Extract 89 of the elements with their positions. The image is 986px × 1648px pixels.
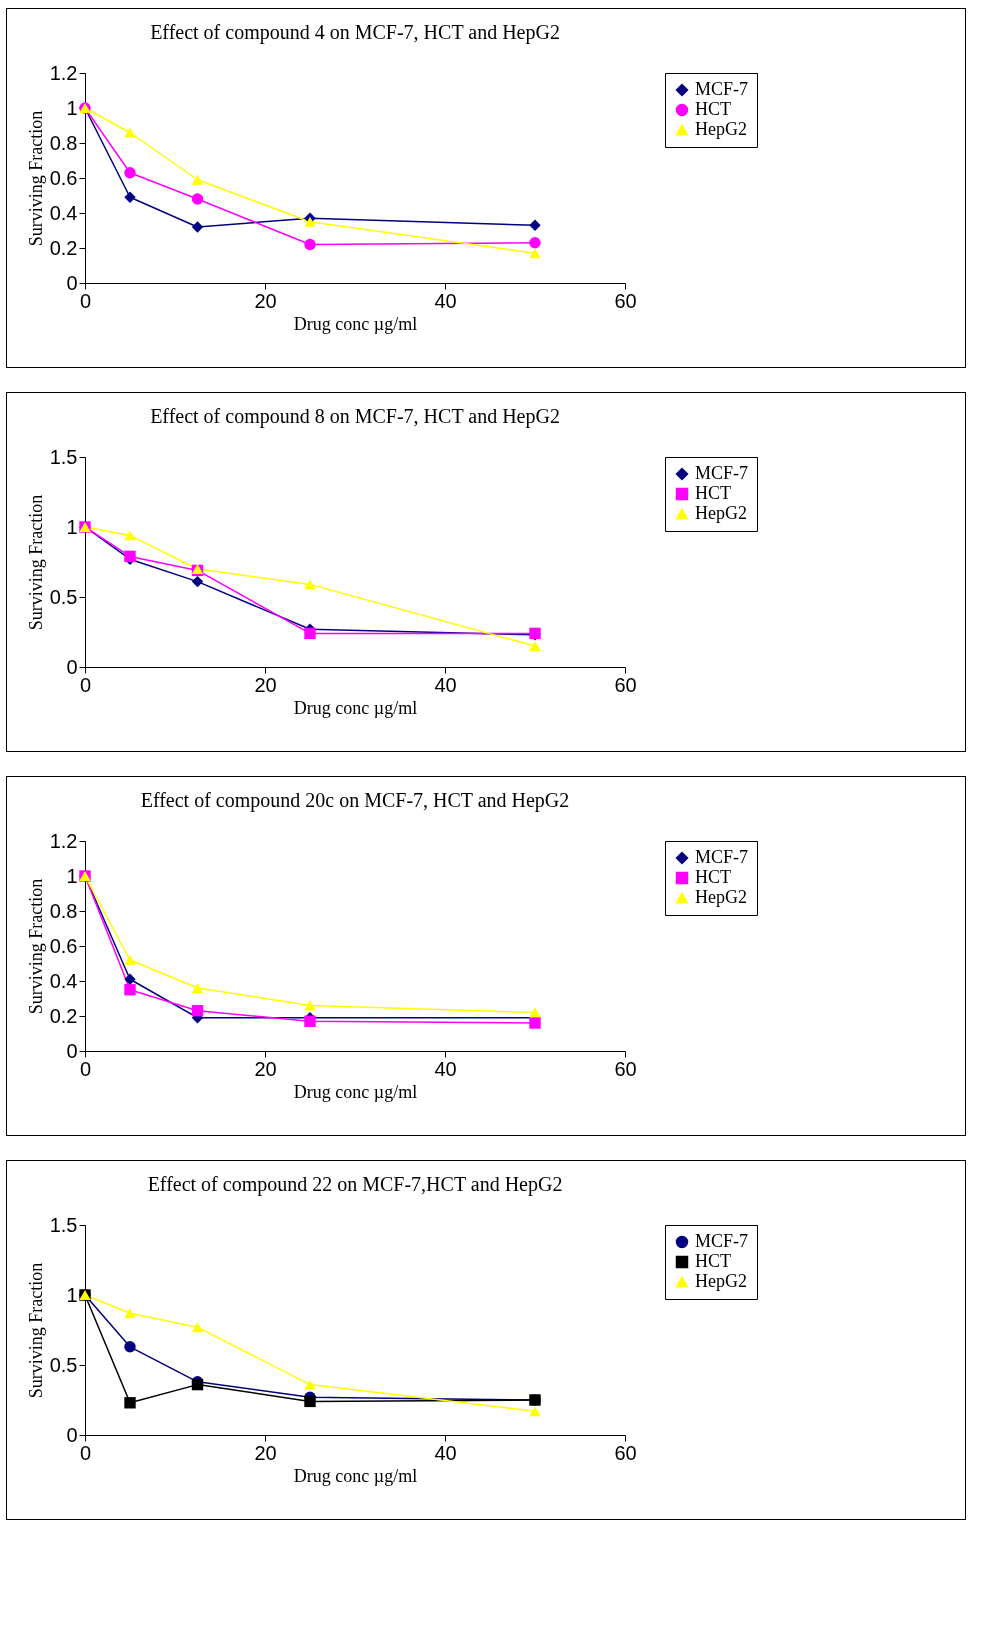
- y-tick-label: 0.8: [49, 899, 78, 922]
- legend-label: MCF-7: [695, 463, 749, 483]
- legend-label: MCF-7: [695, 79, 749, 99]
- y-tick-label: 1: [66, 864, 78, 887]
- legend-label: MCF-7: [695, 1231, 749, 1251]
- legend-label: HCT: [695, 483, 731, 503]
- point: [304, 216, 316, 227]
- point: [304, 1379, 316, 1390]
- legend-label: MCF-7: [695, 847, 749, 867]
- x-tick-label: 20: [254, 673, 277, 696]
- point: [529, 1406, 541, 1417]
- x-tick-label: 60: [614, 289, 637, 312]
- y-tick-label: 1.2: [49, 829, 78, 852]
- y-tick-label: 0.2: [49, 1004, 78, 1027]
- point: [191, 1322, 204, 1333]
- legend-label: HCT: [695, 1251, 731, 1271]
- y-tick-label: 0.6: [49, 934, 78, 957]
- y-tick-label: 1.5: [49, 445, 78, 468]
- point: [191, 193, 204, 205]
- chart-title: Effect of compound 22 on MCF-7,HCT and HepG2: [147, 1173, 563, 1196]
- point: [529, 1007, 541, 1018]
- x-axis-title: Drug conc µg/ml: [293, 1465, 418, 1486]
- y-tick-label: 0.4: [49, 969, 78, 992]
- legend-label: HepG2: [695, 503, 747, 523]
- y-axis-title: Surviving Fraction: [25, 1262, 46, 1399]
- y-tick-label: 1.5: [49, 1213, 78, 1236]
- x-tick-label: 40: [434, 673, 457, 696]
- point: [124, 1308, 136, 1319]
- point: [124, 127, 136, 138]
- point: [304, 579, 316, 590]
- y-tick-label: 1.2: [49, 61, 78, 84]
- y-tick-label: 1: [66, 515, 78, 538]
- chart-title: Effect of compound 8 on MCF-7, HCT and HepG2: [150, 405, 560, 428]
- x-axis-title: Drug conc µg/ml: [293, 313, 418, 334]
- point: [124, 530, 136, 541]
- point: [191, 1005, 204, 1017]
- y-tick-label: 0.4: [49, 201, 78, 224]
- x-tick-label: 20: [254, 1441, 277, 1464]
- point: [529, 248, 541, 259]
- y-axis-title: Surviving Fraction: [25, 494, 46, 631]
- point: [529, 237, 541, 249]
- point: [124, 984, 136, 996]
- y-tick-label: 1: [66, 1283, 78, 1306]
- y-tick-label: 0.5: [49, 1353, 78, 1376]
- x-tick-label: 20: [254, 289, 277, 312]
- y-tick-label: 0: [66, 655, 78, 678]
- point: [124, 167, 136, 179]
- point: [124, 191, 136, 203]
- y-axis-title: Surviving Fraction: [25, 878, 46, 1015]
- point: [529, 219, 541, 231]
- point: [124, 1341, 136, 1353]
- legend-label: HCT: [695, 867, 731, 887]
- x-axis-title: Drug conc µg/ml: [293, 1081, 418, 1102]
- x-tick-label: 60: [614, 1057, 637, 1080]
- y-tick-label: 1: [66, 96, 78, 119]
- y-tick-label: 0.8: [49, 131, 78, 154]
- y-tick-label: 0.5: [49, 585, 78, 608]
- point: [304, 1395, 316, 1408]
- point: [304, 238, 316, 251]
- point: [191, 221, 204, 233]
- point: [191, 983, 204, 993]
- point: [304, 1000, 316, 1011]
- legend-label: HepG2: [695, 1271, 747, 1291]
- point: [124, 973, 136, 985]
- point: [529, 1017, 541, 1029]
- x-tick-label: 40: [434, 1441, 457, 1464]
- y-tick-label: 0: [66, 1039, 78, 1062]
- x-tick-label: 60: [614, 673, 637, 696]
- x-tick-label: 60: [614, 1441, 637, 1464]
- x-axis-title: Drug conc µg/ml: [293, 697, 418, 718]
- point: [124, 955, 136, 965]
- point: [191, 174, 204, 185]
- chart-title: Effect of compound 4 on MCF-7, HCT and HepG2: [150, 21, 560, 44]
- legend-label: HepG2: [695, 887, 747, 907]
- x-tick-label: 20: [254, 1057, 277, 1080]
- legend-label: HepG2: [695, 119, 747, 139]
- y-tick-label: 0: [66, 1423, 78, 1446]
- x-tick-label: 40: [434, 1057, 457, 1080]
- point: [529, 641, 541, 651]
- point: [124, 1397, 136, 1409]
- point: [304, 627, 316, 640]
- y-tick-label: 0.6: [49, 166, 78, 189]
- chart-title: Effect of compound 20c on MCF-7, HCT and HepG2: [140, 789, 570, 812]
- legend-label: HCT: [695, 99, 731, 119]
- y-axis-title: Surviving Fraction: [25, 110, 46, 247]
- y-tick-label: 0.2: [49, 236, 78, 259]
- y-tick-label: 0: [66, 271, 78, 294]
- x-tick-label: 40: [434, 289, 457, 312]
- point: [191, 575, 204, 588]
